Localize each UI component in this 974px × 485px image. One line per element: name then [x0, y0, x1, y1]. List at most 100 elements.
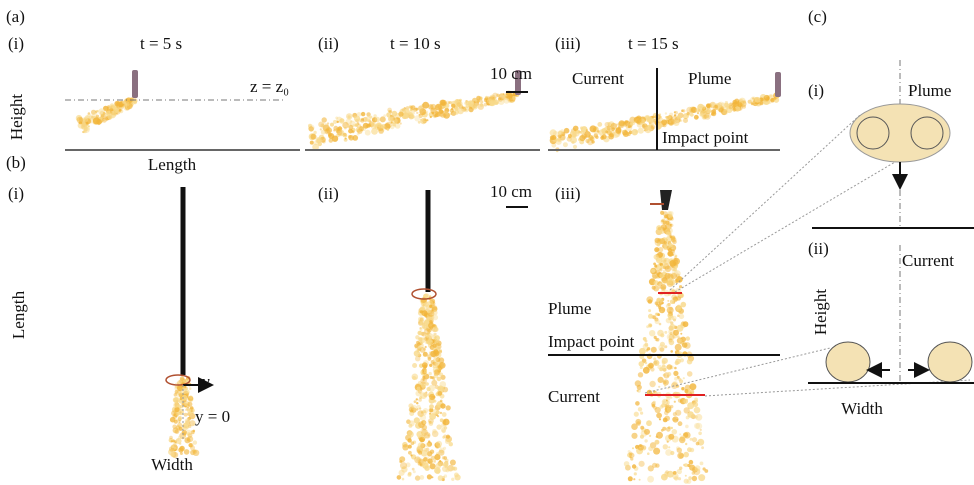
- particle: [430, 395, 433, 399]
- particle: [308, 126, 314, 132]
- particle: [400, 462, 407, 470]
- particle: [654, 406, 661, 414]
- particle: [407, 431, 414, 438]
- particle: [426, 119, 429, 122]
- particle: [322, 124, 330, 132]
- particle: [615, 127, 622, 134]
- particle: [415, 398, 418, 401]
- particle: [430, 107, 437, 114]
- particle: [672, 471, 677, 475]
- particle: [682, 321, 689, 328]
- particle: [179, 445, 185, 452]
- particle: [705, 103, 711, 109]
- particle: [436, 376, 442, 382]
- particle: [712, 108, 716, 112]
- particle: [669, 216, 674, 221]
- particle: [617, 126, 621, 130]
- particle: [417, 337, 422, 342]
- particle: [685, 336, 690, 341]
- regime-label: Plume: [908, 81, 951, 100]
- particle: [647, 362, 654, 369]
- particle: [451, 477, 455, 481]
- particle: [87, 112, 91, 115]
- particle: [659, 347, 665, 352]
- particle: [644, 361, 648, 365]
- particle: [653, 357, 657, 361]
- particle: [649, 434, 652, 437]
- particle: [354, 123, 359, 127]
- particle: [651, 268, 656, 273]
- particle: [445, 405, 451, 411]
- particle: [637, 389, 641, 393]
- particle: [669, 223, 673, 226]
- particle: [664, 214, 668, 219]
- particle: [321, 117, 327, 123]
- particle: [650, 367, 655, 372]
- particle: [572, 132, 577, 138]
- particle: [685, 424, 689, 429]
- particle: [109, 107, 113, 111]
- particle: [178, 426, 183, 431]
- particle: [188, 395, 194, 401]
- particle: [463, 106, 469, 113]
- particle: [432, 310, 438, 316]
- particle: [439, 411, 443, 415]
- particle: [559, 134, 566, 141]
- particle: [589, 125, 597, 133]
- particle: [344, 137, 347, 140]
- axis-label: y: [200, 372, 210, 391]
- particle: [414, 115, 421, 122]
- particle: [687, 402, 695, 410]
- particle: [693, 406, 701, 414]
- particle: [584, 131, 591, 138]
- particle: [572, 144, 578, 149]
- particle: [692, 466, 698, 473]
- particle: [408, 407, 414, 413]
- particle: [362, 127, 366, 132]
- subpanel-label: (ii): [318, 34, 339, 53]
- particle: [653, 447, 661, 455]
- particle: [426, 474, 432, 480]
- particle: [622, 130, 630, 137]
- particle: [434, 467, 441, 474]
- particle: [389, 110, 393, 114]
- particle: [326, 122, 330, 125]
- particle: [670, 426, 673, 430]
- particle: [435, 469, 441, 475]
- particle: [629, 452, 635, 459]
- particle: [648, 313, 653, 319]
- particle: [699, 112, 704, 117]
- particle: [627, 452, 633, 458]
- particle: [381, 124, 386, 129]
- particle: [435, 362, 438, 366]
- nozzle: [515, 70, 521, 95]
- particle: [420, 321, 424, 326]
- particle: [413, 350, 421, 357]
- axis-label: Length: [148, 155, 197, 174]
- particle: [181, 429, 187, 435]
- particle: [661, 119, 668, 126]
- particle: [420, 105, 423, 108]
- particle: [362, 117, 368, 122]
- particle: [694, 399, 698, 403]
- particle: [676, 295, 682, 301]
- particle: [410, 441, 415, 446]
- particle: [502, 93, 505, 96]
- particle: [682, 109, 686, 113]
- particle: [370, 122, 375, 127]
- particle: [650, 121, 655, 126]
- particle: [417, 461, 422, 466]
- particle: [664, 345, 668, 349]
- particle: [657, 226, 662, 231]
- particle: [436, 424, 442, 430]
- particle: [447, 101, 451, 104]
- particle: [444, 107, 450, 113]
- particle: [418, 407, 422, 410]
- particle: [664, 265, 672, 272]
- particle: [420, 411, 424, 414]
- particle: [689, 383, 697, 391]
- particle: [407, 472, 412, 477]
- particle: [591, 140, 595, 144]
- particle: [708, 110, 712, 113]
- particle: [407, 111, 413, 118]
